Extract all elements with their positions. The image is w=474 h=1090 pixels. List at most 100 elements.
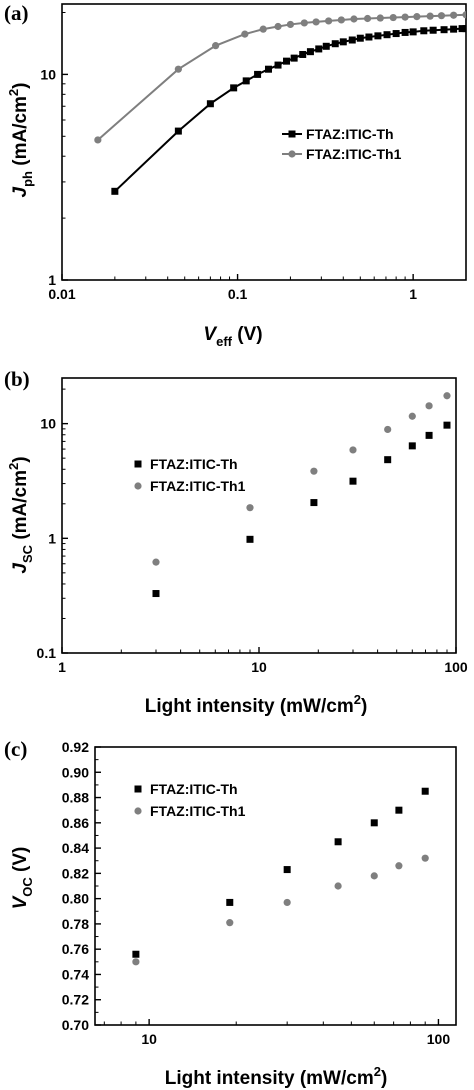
panel-a-series-1-point	[450, 25, 458, 33]
panel-c-ytick-label: 0.86	[62, 815, 89, 831]
panel-b-series-1-point	[310, 499, 318, 507]
panel-c-ylabel: VOC (V)	[10, 847, 35, 910]
panel-b-xtick-label: 100	[444, 659, 468, 675]
panel-c-xtick-label: 100	[427, 1031, 451, 1047]
panel-a-series-1-point	[322, 42, 330, 50]
panel-a: (a) 0.01 0.1 1 1 10 Veff (V) Jph (mA/cm2) FTAZ:I…	[4, 1, 467, 349]
panel-a-series-1-point	[206, 100, 214, 108]
panel-a-series-1-point	[274, 61, 282, 69]
panel-c-ytick-label: 0.90	[62, 764, 89, 780]
panel-a-series-1-point	[306, 48, 314, 56]
panel-a-series-2-point	[174, 65, 182, 73]
panel-c-series-1-point	[132, 950, 140, 958]
panel-a-series-1-point	[458, 25, 466, 33]
panel-b-frame	[61, 377, 457, 654]
panel-c-series-2-point	[395, 862, 403, 870]
panel-c-legend-label: FTAZ:ITIC-Th	[150, 781, 238, 797]
panel-b-ytick-label: 0.1	[37, 645, 57, 661]
panel-a-series-2-point	[325, 17, 333, 25]
panel-c-series-2-point	[283, 898, 291, 907]
panel-a-series-2-point	[241, 30, 249, 38]
panel-b-series-2-point	[310, 467, 318, 475]
panel-b-series-2-point	[425, 402, 433, 410]
panel-a-series-1-point	[264, 65, 272, 73]
panel-a-series-2-point	[413, 13, 421, 21]
panel-a-series-2-point	[462, 11, 466, 19]
panel-a-legend: FTAZ:ITIC-Th FTAZ:ITIC-Th1	[282, 126, 402, 162]
panel-a-series-2-point	[300, 19, 308, 27]
panel-b-legend: FTAZ:ITIC-Th FTAZ:ITIC-Th1	[134, 456, 246, 494]
panel-c-legend: FTAZ:ITIC-Th FTAZ:ITIC-Th1	[134, 781, 246, 819]
panel-c-legend-marker	[134, 807, 142, 815]
panel-b-series-1-point	[443, 421, 451, 429]
panel-c-ytick-label: 0.78	[62, 916, 89, 932]
panel-c-series-2-point	[370, 872, 378, 880]
panel-b-legend-label: FTAZ:ITIC-Th1	[150, 478, 246, 494]
panel-a-series-2-point	[363, 14, 372, 23]
panel-c-ytick-label: 0.84	[62, 840, 89, 856]
panel-a-series-2-point	[337, 16, 345, 24]
panel-a-series-2-point	[426, 12, 434, 20]
panel-a-ytick-label: 10	[40, 66, 56, 82]
panel-b-legend-marker	[134, 460, 142, 468]
panel-a-series-1-point	[356, 34, 364, 42]
panel-a-xtick-label: 0.01	[48, 286, 75, 302]
panel-a-legend-marker	[288, 130, 296, 138]
panel-b-xlabel: Light intensity (mW/cm2)	[145, 692, 368, 717]
panel-a-series-1-point	[299, 50, 307, 58]
panel-a-series-1-point	[383, 31, 391, 39]
panel-c-series-2-point	[226, 919, 234, 927]
panel-a-series-2-point	[286, 20, 295, 29]
panel-a-series-1-point	[290, 54, 298, 62]
panel-a-series-2-point	[312, 18, 320, 26]
panel-c-series-1-point	[226, 898, 234, 906]
panel-a-series-1-point	[254, 70, 262, 78]
panel-a-series-1-point	[420, 27, 428, 35]
panel-c-ytick-label: 0.70	[62, 1017, 89, 1033]
panel-b-label: (b)	[4, 367, 30, 391]
panel-b-ytick-label: 1	[48, 530, 56, 546]
panel-a-xlabel: Veff (V)	[203, 324, 262, 349]
panel-c-legend-marker	[134, 785, 142, 793]
panel-b-legend-marker	[134, 482, 142, 490]
panel-b-series-1-point	[152, 590, 160, 598]
panel-a-series-2-point	[437, 12, 446, 20]
panel-a-series-2-point	[389, 13, 397, 22]
panel-a-series-1-point	[374, 32, 382, 40]
panel-a-legend-marker	[288, 150, 296, 158]
panel-c-series-1-point	[421, 787, 429, 795]
panel-c-ytick-label: 0.82	[62, 865, 89, 881]
panel-c-series-2-point	[132, 958, 140, 966]
panel-c-series-1-point	[370, 819, 378, 827]
panel-c-legend-label: FTAZ:ITIC-Th1	[150, 803, 246, 819]
panel-a-series-1-point	[429, 26, 437, 34]
panel-c-series-1-point	[334, 838, 342, 846]
panel-a-series-1-point	[242, 77, 250, 85]
panel-c-xtick-label: 10	[141, 1031, 157, 1047]
panel-b-series-2-point	[443, 392, 451, 400]
panel-c: (c) 10 100 0.70 0.72 0.74 0.76 0.78 0.80 0.82 0.84…	[4, 737, 457, 1089]
panel-c-xlabel: Light intensity (mW/cm2)	[165, 1064, 388, 1089]
panel-a-label: (a)	[4, 1, 29, 25]
panel-a-series-2-point	[94, 136, 102, 144]
panel-c-ytick-label: 0.72	[62, 992, 89, 1008]
panel-c-series-2-point	[421, 854, 429, 862]
panel-a-plot-area	[94, 11, 466, 195]
panel-a-series-1-point	[111, 187, 119, 195]
panel-a-series-1-point	[401, 28, 409, 36]
panel-b-series-1-point	[246, 535, 254, 543]
panel-b-series-1-point	[408, 442, 416, 450]
panel-a-legend-label: FTAZ:ITIC-Th	[306, 126, 394, 142]
panel-b-ylabel: JSC (mA/cm2)	[6, 456, 35, 573]
panel-a-series-1-point	[348, 36, 356, 44]
panel-a-series-1-point	[440, 26, 448, 34]
panel-b-series-2-point	[246, 504, 254, 512]
panel-c-ytick-label: 0.76	[62, 941, 89, 957]
panel-c-series-2-point	[334, 882, 342, 890]
panel-a-series-1-point	[331, 40, 339, 48]
panel-a-series-1-point	[365, 33, 373, 41]
panel-a-series-1-point	[392, 30, 400, 38]
panel-b-plot-area	[152, 392, 451, 598]
